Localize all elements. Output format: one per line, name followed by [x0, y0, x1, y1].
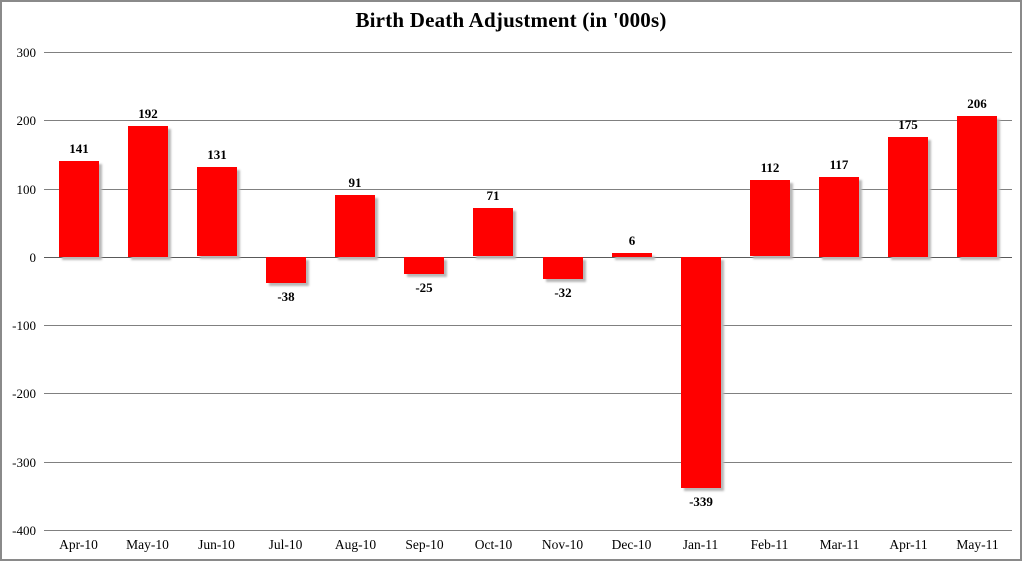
- x-axis-label: Oct-10: [474, 537, 513, 552]
- gridline: [44, 530, 1012, 531]
- bar-value-label: -38: [277, 289, 295, 304]
- x-axis-label: May-10: [126, 537, 169, 552]
- x-axis-label: Feb-11: [750, 537, 789, 552]
- x-axis-label: Apr-11: [889, 537, 928, 552]
- gridline: [44, 257, 1012, 258]
- bar-value-label: 131: [207, 147, 227, 162]
- bar: [681, 257, 721, 488]
- x-axis-label: Jan-11: [682, 537, 719, 552]
- gridline: [44, 325, 1012, 326]
- bar-value-label: 112: [760, 160, 780, 175]
- y-tick-label: 200: [16, 113, 37, 128]
- bar-value-label: -339: [689, 494, 713, 509]
- y-tick-label: 0: [29, 250, 37, 265]
- x-axis-label: Aug-10: [334, 537, 377, 552]
- gridline: [44, 120, 1012, 121]
- x-axis-label: Apr-10: [59, 537, 98, 552]
- bar-value-label: 91: [348, 175, 362, 190]
- gridline: [44, 189, 1012, 190]
- bar: [197, 167, 237, 256]
- gridline: [44, 462, 1012, 463]
- bar: [750, 180, 790, 256]
- x-axis-label: Mar-11: [819, 537, 860, 552]
- x-axis-label: Nov-10: [541, 537, 584, 552]
- y-tick-label: -200: [12, 386, 36, 401]
- gridline: [44, 52, 1012, 53]
- x-axis-label: Jul-10: [268, 537, 303, 552]
- bar: [266, 257, 306, 283]
- x-axis-label: Sep-10: [405, 537, 444, 552]
- bar: [888, 137, 928, 257]
- x-axis-label: Jun-10: [198, 537, 235, 552]
- y-tick-label: -100: [12, 318, 36, 333]
- bar: [128, 126, 168, 257]
- bar: [819, 177, 859, 257]
- bar: [612, 253, 652, 257]
- bar: [473, 208, 513, 256]
- y-tick-label: -400: [12, 523, 36, 538]
- bar: [404, 257, 444, 274]
- bar-value-label: 117: [829, 157, 849, 172]
- x-axis-label: Dec-10: [611, 537, 652, 552]
- bar-value-label: 141: [69, 141, 89, 156]
- bar-value-label: 192: [138, 106, 158, 121]
- bar-value-label: 206: [967, 96, 987, 111]
- x-axis-label: May-11: [956, 537, 999, 552]
- bar: [59, 161, 99, 257]
- gridline: [44, 393, 1012, 394]
- bar-value-label: 175: [898, 117, 918, 132]
- bar-value-label: -25: [415, 280, 433, 295]
- y-tick-label: 100: [16, 182, 37, 197]
- y-tick-label: -300: [12, 455, 36, 470]
- bar: [335, 195, 375, 257]
- bar-value-label: 71: [486, 188, 500, 203]
- y-tick-label: 300: [16, 45, 37, 60]
- bar: [957, 116, 997, 257]
- bar-value-label: -32: [554, 285, 572, 300]
- bar: [543, 257, 583, 279]
- bar-value-label: 6: [628, 233, 636, 248]
- chart-title: Birth Death Adjustment (in '000s): [355, 8, 667, 32]
